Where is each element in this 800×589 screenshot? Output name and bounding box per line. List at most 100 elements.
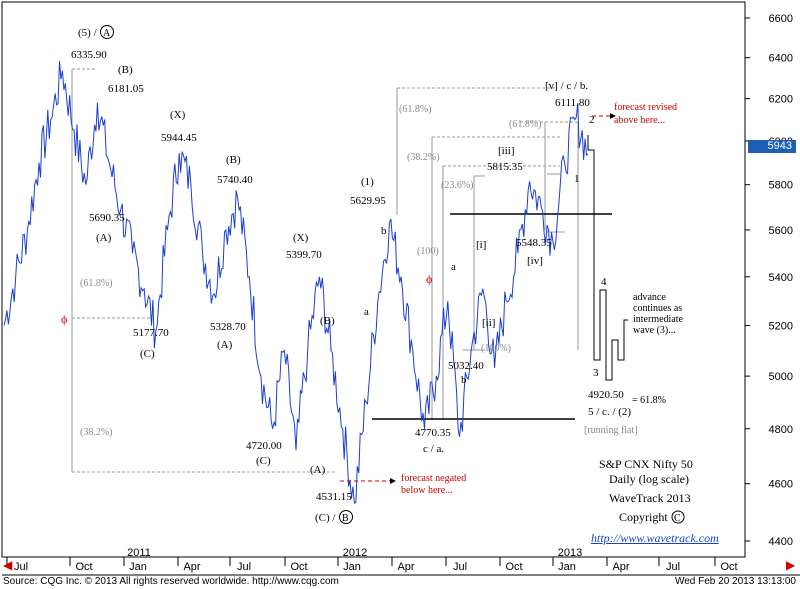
- x-tick-label: Jul: [666, 561, 680, 573]
- wave-label: (A): [217, 339, 233, 351]
- forecast-negated-arrow: [390, 478, 396, 484]
- x-tick-label: Jul: [237, 561, 251, 573]
- wave-label: 3: [593, 367, 599, 379]
- fib-label: (38.2%): [80, 427, 113, 438]
- price-label: 5690.35: [89, 212, 125, 224]
- x-tick-label: Jan: [558, 561, 576, 573]
- x-tick-label: Jan: [343, 561, 361, 573]
- price-label: 4770.35: [415, 427, 451, 439]
- x-axis-ticks: Jul Oct Jan Apr Jul Oct Jan Apr Jul Oct Jan Apr Jul O…: [6, 557, 738, 573]
- wave-label: (C): [256, 455, 271, 467]
- phi-icon: ϕ: [61, 312, 67, 326]
- y-tick-label: 6200: [769, 94, 793, 106]
- wave-label: b: [381, 225, 387, 237]
- wave-label: [i]: [476, 239, 486, 251]
- wave-label: 2: [589, 114, 595, 126]
- price-label: 6335.90: [71, 49, 107, 61]
- x-tick-label: Oct: [720, 561, 737, 573]
- y-tick-label: 5200: [769, 321, 793, 333]
- year-label: 2011: [127, 547, 151, 559]
- y-tick-label: 5600: [769, 225, 793, 237]
- svg-text:A: A: [103, 28, 111, 39]
- price-label: 5032.40: [448, 360, 484, 372]
- fib-label: (38.2%): [407, 152, 440, 163]
- wave-label: [iv]: [527, 255, 543, 267]
- chart-copyright: Copyright: [619, 510, 668, 524]
- y-tick-label: 5800: [769, 180, 793, 192]
- wave-label: (A): [310, 464, 326, 476]
- price-label: 5328.70: [210, 321, 246, 333]
- wave-label: (X): [170, 109, 186, 121]
- chart-info: S&P CNX Nifty 50 Daily (log scale) WaveT…: [599, 457, 693, 524]
- price-labels: 6335.90 6181.05 5944.45 5740.40 5690.35 …: [71, 49, 624, 503]
- y-tick-label: 4800: [769, 424, 793, 436]
- x-tick-label: Jul: [453, 561, 467, 573]
- wave-label: [iii]: [498, 145, 515, 157]
- y-tick-label: 4600: [769, 479, 793, 491]
- price-series-line: [3, 60, 589, 504]
- price-label: 6111.80: [555, 97, 590, 109]
- wave-baselines: [372, 213, 612, 420]
- svg-text:wave (3)...: wave (3)...: [633, 325, 676, 336]
- circle-a-icon: [100, 25, 114, 39]
- forecast-negated-text: below here...: [401, 485, 453, 496]
- footer-bar: Source: CQG Inc. © 2013 All rights reser…: [0, 576, 800, 589]
- price-label: 4720.00: [246, 440, 282, 452]
- fib-guides: [71, 68, 579, 473]
- wave-label: (C): [140, 348, 155, 360]
- svg-text:intermediate: intermediate: [633, 314, 684, 325]
- fib-label: (61.8%): [80, 278, 113, 289]
- wave-label: a: [451, 261, 456, 273]
- svg-text:advance: advance: [633, 292, 666, 303]
- y-axis-ticks: 4400460048005000520054005600580060006200…: [745, 13, 793, 548]
- wave-label: (X): [293, 232, 309, 244]
- price-label: 5740.40: [217, 174, 253, 186]
- y-tick-label: 5400: [769, 272, 793, 284]
- price-label: 5177.70: [133, 327, 169, 339]
- scroll-left-icon[interactable]: ◀: [3, 558, 13, 572]
- wave-label: 4: [601, 276, 607, 288]
- fib-label: (100): [417, 246, 439, 257]
- wave-label: 1: [574, 173, 580, 185]
- copyright-icon: [671, 510, 685, 524]
- footer-source: Source: CQG Inc. © 2013 All rights reser…: [3, 576, 339, 587]
- wave-label: c / a.: [423, 443, 444, 455]
- advance-note: advance continues as intermediate wave (…: [584, 292, 684, 436]
- wave-label: (C) /: [315, 512, 336, 524]
- price-label: 5548.35: [516, 237, 552, 249]
- forecast-annotations: forecast revised above here... forecast …: [61, 102, 677, 496]
- forecast-revised-arrow: [610, 113, 616, 119]
- scroll-right-icon[interactable]: ▶: [786, 558, 796, 572]
- phi-icon: ϕ: [426, 272, 432, 286]
- year-labels: 2011 2012 2013: [127, 547, 582, 559]
- svg-text:C: C: [674, 513, 681, 524]
- price-label: 5815.35: [487, 161, 523, 173]
- website-link[interactable]: http://www.wavetrack.com: [591, 531, 719, 545]
- year-label: 2013: [558, 547, 582, 559]
- running-flat-label: [running flat]: [584, 425, 638, 436]
- wave-labels: (5) / A (B) (X) (B) (A) (C) (A) (C) (X) …: [78, 25, 631, 524]
- circle-b-icon: [339, 510, 353, 524]
- fib-label: = 61.8%: [632, 395, 666, 406]
- price-label: 6181.05: [108, 83, 144, 95]
- wave-label: 5 / c. / (2): [588, 406, 631, 418]
- chart-subtitle: Daily (log scale): [609, 472, 689, 486]
- price-label: 4920.50: [588, 389, 624, 401]
- x-tick-label: Oct: [290, 561, 307, 573]
- x-tick-label: Apr: [612, 561, 629, 573]
- wave-label: (B): [320, 315, 335, 327]
- projection-path: [587, 135, 628, 381]
- fib-label: (23.6%): [441, 180, 474, 191]
- forecast-markers: [340, 115, 610, 482]
- x-tick-label: Apr: [397, 561, 414, 573]
- x-tick-label: Jul: [14, 561, 28, 573]
- last-price-tag: 5943: [748, 140, 796, 153]
- fib-label: (61.8%): [509, 119, 542, 130]
- y-tick-label: 5000: [769, 371, 793, 383]
- wave-label: (5) /: [78, 27, 98, 39]
- y-tick-label: 6600: [769, 13, 793, 25]
- wave-label: (B): [118, 64, 133, 76]
- price-label: 5629.95: [350, 195, 386, 207]
- wave-label: a: [364, 306, 369, 318]
